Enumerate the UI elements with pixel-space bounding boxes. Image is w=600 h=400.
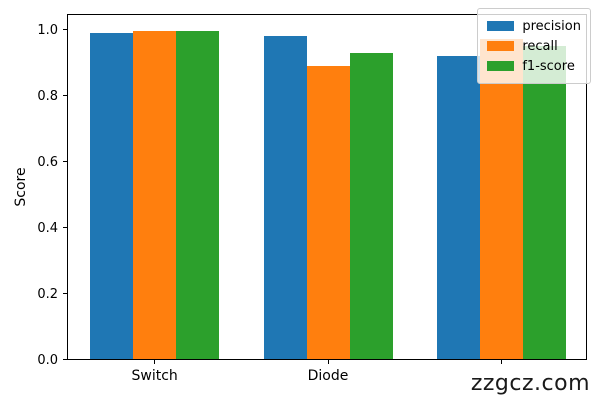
legend-swatch-precision	[487, 21, 515, 31]
legend: precision recall f1-score	[477, 8, 591, 84]
bar-precision-group3	[436, 55, 480, 359]
bar-f1-score-Switch	[176, 31, 220, 359]
bar-recall-group3	[479, 39, 523, 359]
legend-swatch-recall	[487, 41, 515, 51]
x-tick-mark	[500, 360, 502, 364]
x-tick-mark	[327, 360, 329, 364]
y-tick-mark	[63, 226, 67, 228]
legend-item-f1-score: f1-score	[487, 56, 581, 76]
legend-item-recall: recall	[487, 36, 581, 56]
legend-label-precision: precision	[522, 18, 581, 34]
y-tick-label: 0.4	[37, 221, 58, 237]
legend-label-recall: recall	[522, 38, 558, 54]
bar-recall-Switch	[133, 31, 177, 359]
watermark: zzgcz.com	[456, 371, 590, 397]
y-tick-label: 0.8	[37, 89, 58, 105]
y-tick-label: 0.6	[37, 155, 58, 171]
bar-recall-Diode	[306, 65, 350, 359]
x-tick-mark	[154, 360, 156, 364]
y-tick-mark	[63, 358, 67, 360]
y-tick-label: 0.0	[37, 353, 58, 368]
y-tick-mark	[63, 28, 67, 30]
y-tick-label: 0.2	[37, 287, 58, 303]
y-tick-mark	[63, 292, 67, 294]
y-tick-label: 1.0	[37, 23, 58, 39]
legend-label-f1-score: f1-score	[522, 58, 575, 74]
legend-swatch-f1-score	[487, 61, 515, 71]
x-tick-label-Switch: Switch	[131, 368, 178, 384]
x-tick-label-Diode: Diode	[307, 368, 349, 384]
bar-f1-score-group3	[522, 45, 566, 359]
y-axis-label: Score	[13, 167, 29, 207]
legend-item-precision: precision	[487, 16, 581, 36]
bar-precision-Diode	[263, 36, 307, 359]
y-tick-mark	[63, 160, 67, 162]
bar-f1-score-Diode	[349, 52, 393, 359]
bar-precision-Switch	[90, 32, 134, 359]
y-tick-mark	[63, 94, 67, 96]
